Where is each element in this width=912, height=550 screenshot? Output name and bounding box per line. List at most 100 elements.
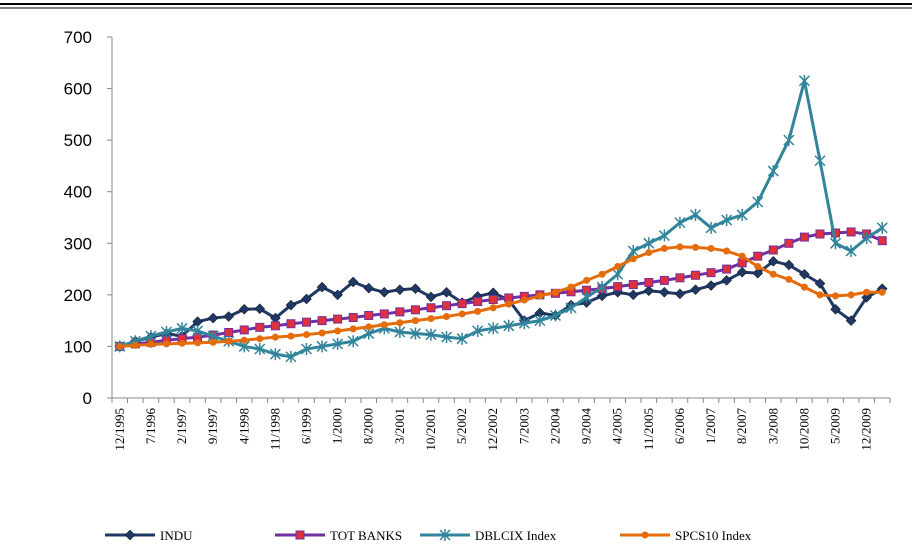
marker <box>707 244 715 252</box>
marker <box>583 276 591 284</box>
series-line <box>119 230 883 348</box>
marker <box>300 343 313 356</box>
marker <box>456 332 468 345</box>
marker <box>255 322 265 332</box>
marker <box>705 221 717 234</box>
marker <box>254 343 266 356</box>
legend-item: SPCS10 Index <box>620 528 752 543</box>
marker <box>783 134 795 147</box>
marker <box>674 288 686 300</box>
x-tick-label: 12/2009 <box>859 408 874 451</box>
legend-label: INDU <box>160 528 193 543</box>
marker <box>225 337 233 345</box>
marker <box>722 264 732 274</box>
marker <box>458 310 466 318</box>
marker <box>364 310 374 320</box>
marker <box>240 336 248 344</box>
marker <box>799 232 809 242</box>
marker <box>690 284 701 296</box>
marker <box>285 350 297 363</box>
marker <box>675 273 685 283</box>
marker <box>303 331 310 339</box>
marker <box>613 282 623 292</box>
x-tick-label: 11/2005 <box>641 408 656 450</box>
marker <box>254 303 266 315</box>
x-tick-label: 5/2002 <box>454 408 469 444</box>
y-tick-label: 600 <box>64 80 92 99</box>
marker <box>659 275 669 285</box>
marker <box>721 275 732 286</box>
x-tick-label: 12/2002 <box>485 408 500 451</box>
marker <box>238 303 250 315</box>
marker <box>378 286 390 298</box>
marker <box>160 325 172 338</box>
marker <box>614 262 622 270</box>
marker <box>269 348 281 361</box>
marker <box>769 270 777 278</box>
marker <box>472 324 484 337</box>
marker <box>116 342 124 350</box>
marker <box>194 339 202 347</box>
marker <box>767 165 779 178</box>
marker <box>316 281 328 293</box>
marker <box>409 327 421 340</box>
marker <box>534 314 546 327</box>
marker <box>660 244 668 252</box>
legend-label: SPCS10 Index <box>675 528 752 543</box>
marker <box>427 315 435 323</box>
x-tick-label: 3/2008 <box>765 408 780 444</box>
y-tick-label: 300 <box>64 234 92 253</box>
marker <box>536 292 544 300</box>
marker <box>394 325 406 338</box>
marker <box>349 325 357 333</box>
marker <box>520 296 528 304</box>
marker <box>691 270 700 280</box>
y-tick-label: 100 <box>64 337 92 356</box>
marker <box>641 531 649 539</box>
marker <box>643 285 655 297</box>
marker <box>736 208 748 221</box>
series <box>115 227 887 351</box>
x-tick-label: 4/1998 <box>236 408 251 444</box>
marker <box>295 530 305 540</box>
marker <box>878 288 886 296</box>
x-tick-label: 5/2009 <box>828 408 843 444</box>
marker <box>270 321 280 331</box>
marker <box>474 307 482 315</box>
marker <box>425 328 437 341</box>
marker <box>551 288 559 296</box>
marker <box>347 335 359 348</box>
marker <box>488 294 498 304</box>
marker <box>674 216 686 229</box>
x-tick-label: 9/1997 <box>205 408 220 445</box>
x-tick-label: 4/2005 <box>610 408 625 444</box>
marker <box>845 315 857 326</box>
legend-label: DBLCIX Index <box>475 528 557 543</box>
marker <box>832 292 840 300</box>
marker <box>565 301 577 314</box>
x-tick-label: 11/1998 <box>267 408 282 450</box>
x-tick-label: 3/2001 <box>392 408 407 444</box>
marker <box>705 280 717 291</box>
marker <box>644 277 654 287</box>
marker <box>752 196 764 209</box>
marker <box>752 267 764 279</box>
x-tick-label: 12/1995 <box>112 408 127 451</box>
marker <box>846 227 856 237</box>
x-tick-label: 9/2004 <box>579 408 594 445</box>
marker <box>379 309 389 319</box>
marker <box>753 251 763 261</box>
marker <box>627 289 639 301</box>
marker <box>426 303 436 313</box>
marker <box>799 268 810 280</box>
x-tick-label: 6/1999 <box>299 408 314 444</box>
marker <box>363 282 375 294</box>
series-line <box>119 259 883 348</box>
marker <box>863 288 871 296</box>
marker <box>816 291 824 299</box>
marker <box>518 317 530 330</box>
marker <box>643 237 655 250</box>
marker <box>598 270 606 278</box>
marker <box>285 299 297 311</box>
